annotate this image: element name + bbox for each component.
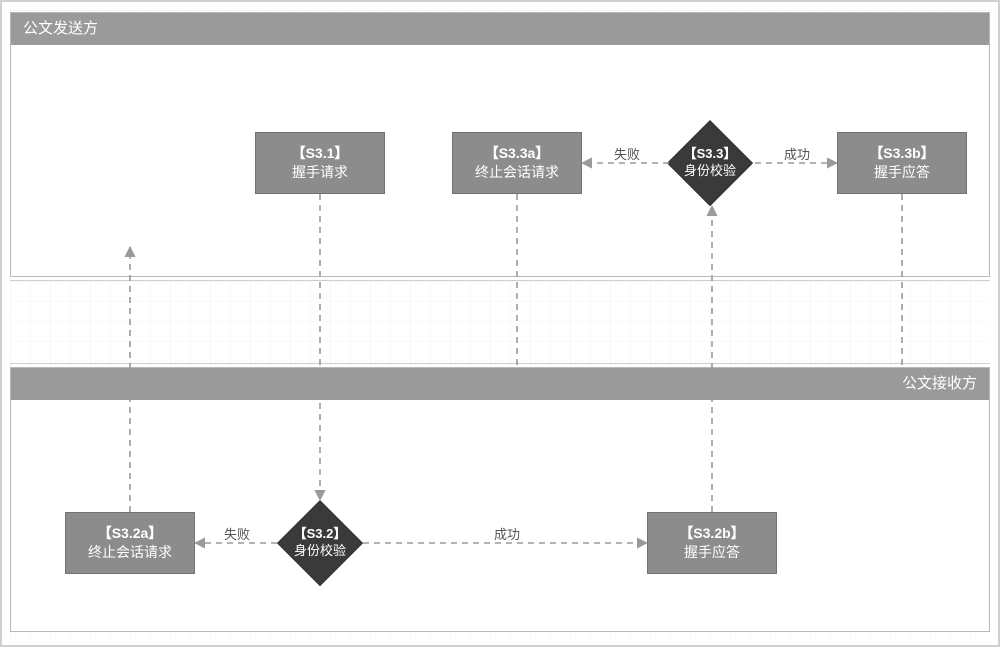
node-tag: 【S3.2】 — [294, 526, 347, 543]
lane-sender-header: 公文发送方 — [11, 13, 989, 45]
node-label: 握手请求 — [292, 163, 348, 182]
node-s31-handshake-request: 【S3.1】 握手请求 — [255, 132, 385, 194]
node-s33b-handshake-response: 【S3.3b】 握手应答 — [837, 132, 967, 194]
lane-receiver: 公文接收方 — [10, 367, 990, 632]
diagram-canvas: 公文发送方 公文接收方 【S3.1】 握手请求 【S3.3a】 终止会话请求 【… — [0, 0, 1000, 647]
node-label: 身份校验 — [294, 543, 346, 558]
lane-receiver-header: 公文接收方 — [11, 368, 989, 400]
node-s33-identity-verify: 【S3.3】 身份校验 — [667, 120, 753, 206]
node-label: 握手应答 — [684, 543, 740, 562]
node-tag: 【S3.3b】 — [869, 144, 934, 163]
node-label: 握手应答 — [874, 163, 930, 182]
node-s33a-terminate-request: 【S3.3a】 终止会话请求 — [452, 132, 582, 194]
diamond-text: 【S3.3】 身份校验 — [684, 146, 737, 180]
node-tag: 【S3.1】 — [292, 144, 349, 163]
diamond-text: 【S3.2】 身份校验 — [294, 526, 347, 560]
node-label: 终止会话请求 — [475, 163, 559, 182]
node-s32-identity-verify: 【S3.2】 身份校验 — [277, 500, 363, 586]
node-label: 终止会话请求 — [88, 543, 172, 562]
edge-label-e3: 成功 — [492, 524, 522, 543]
node-s32a-terminate-request: 【S3.2a】 终止会话请求 — [65, 512, 195, 574]
node-tag: 【S3.3】 — [684, 146, 737, 163]
edge-label-e6: 失败 — [612, 144, 642, 163]
node-tag: 【S3.2b】 — [679, 524, 744, 543]
edge-label-e7: 成功 — [782, 144, 812, 163]
node-tag: 【S3.2a】 — [98, 524, 163, 543]
node-s32b-handshake-response: 【S3.2b】 握手应答 — [647, 512, 777, 574]
edge-label-e2: 失败 — [222, 524, 252, 543]
node-tag: 【S3.3a】 — [485, 144, 550, 163]
middle-band — [10, 280, 990, 364]
node-label: 身份校验 — [684, 163, 736, 178]
